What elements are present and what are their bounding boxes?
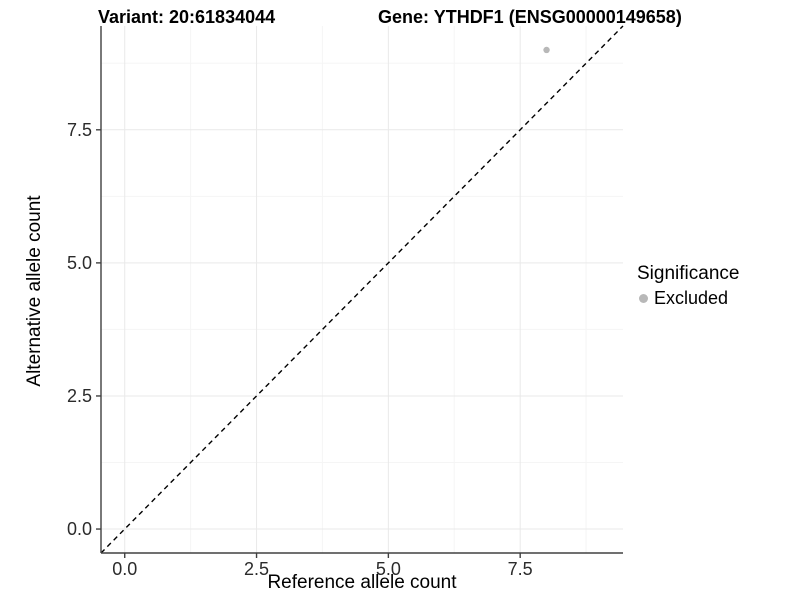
- legend-point-icon: [639, 293, 648, 303]
- legend: Significance Excluded: [637, 263, 739, 308]
- legend-item-excluded: Excluded: [639, 288, 739, 308]
- x-tick-label: 0.0: [112, 559, 137, 579]
- y-tick-label: 7.5: [67, 120, 92, 140]
- x-tick-label: 2.5: [244, 559, 269, 579]
- legend-item-label: Excluded: [654, 288, 729, 308]
- plot-title-gene: Gene: YTHDF1 (ENSG00000149658): [378, 7, 682, 27]
- y-tick-label: 5.0: [67, 253, 92, 273]
- plot-title-variant: Variant: 20:61834044: [98, 7, 276, 27]
- x-tick-label: 7.5: [508, 559, 533, 579]
- x-axis-title: Reference allele count: [267, 572, 457, 593]
- y-tick-label: 2.5: [67, 386, 92, 406]
- identity-dashed-line: [100, 25, 624, 554]
- x-tick-label: 5.0: [376, 559, 401, 579]
- y-tick-label: 0.0: [67, 519, 92, 539]
- y-axis-title: Alternative allele count: [24, 195, 45, 387]
- legend-title: Significance: [637, 263, 740, 284]
- data-point: [543, 46, 550, 54]
